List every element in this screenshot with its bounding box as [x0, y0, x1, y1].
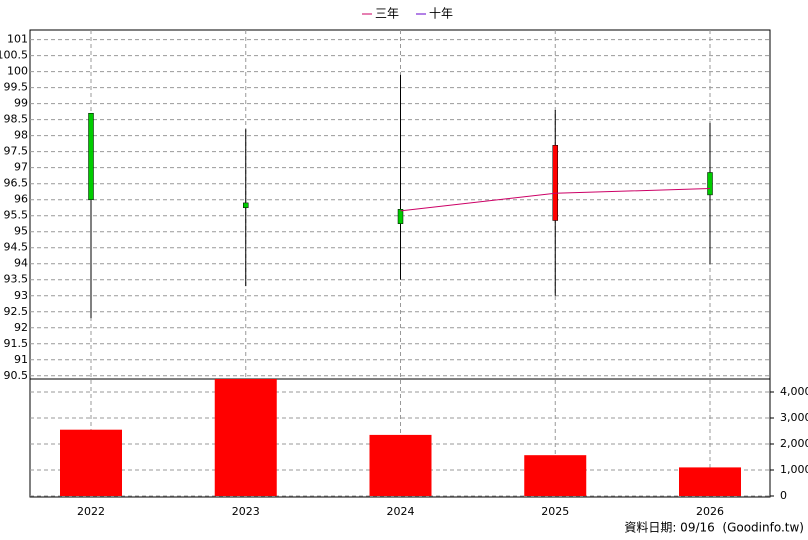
y2-tick-label: 0 — [780, 489, 787, 502]
y-tick-label: 98 — [14, 129, 28, 142]
candle-body — [397, 209, 404, 224]
y-tick-label: 95 — [14, 225, 28, 238]
y-tick-label: 95.5 — [4, 209, 29, 222]
y-tick-label: 96 — [14, 193, 28, 206]
y-tick-label: 100.5 — [0, 49, 28, 62]
y-tick-label: 94 — [14, 257, 28, 270]
y2-tick-label: 3,000 — [780, 411, 808, 424]
y-tick-label: 99 — [14, 97, 28, 110]
volume-bar — [369, 434, 432, 496]
y-tick-label: 92.5 — [4, 305, 29, 318]
y-tick-label: 90.5 — [4, 369, 29, 382]
legend-label: 三年 — [375, 7, 399, 21]
y-tick-label: 97 — [14, 161, 28, 174]
source-note: 資料日期: 09/16 (Goodinfo.tw) — [624, 521, 804, 535]
y-tick-label: 97.5 — [4, 145, 29, 158]
y-tick-label: 94.5 — [4, 241, 29, 254]
y-tick-label: 96.5 — [4, 177, 29, 190]
y-tick-label: 92 — [14, 321, 28, 334]
y-tick-label: 101 — [7, 33, 28, 46]
candle-body — [552, 145, 558, 221]
volume-bar — [60, 429, 122, 496]
y-tick-label: 100 — [7, 65, 28, 78]
x-tick-label: 2024 — [387, 505, 415, 518]
candle-body — [707, 172, 713, 196]
y2-tick-label: 4,000 — [780, 385, 808, 398]
x-tick-label: 2022 — [77, 505, 105, 518]
x-tick-label: 2023 — [232, 505, 260, 518]
candle-body — [243, 202, 249, 208]
volume-bar — [214, 379, 277, 496]
volume-bar — [679, 467, 741, 496]
volume-bar — [524, 455, 587, 496]
y2-tick-label: 1,000 — [780, 463, 808, 476]
y2-tick-label: 2,000 — [780, 437, 808, 450]
x-tick-label: 2025 — [541, 505, 569, 518]
candle-body — [88, 112, 94, 200]
y-tick-label: 93.5 — [4, 273, 29, 286]
x-tick-label: 2026 — [696, 505, 724, 518]
line-series — [400, 187, 711, 212]
legend-label: 十年 — [429, 7, 453, 21]
y-tick-label: 99.5 — [4, 81, 29, 94]
y-tick-label: 91 — [14, 353, 28, 366]
y-tick-label: 93 — [14, 289, 28, 302]
y-tick-label: 91.5 — [4, 337, 29, 350]
y-tick-label: 98.5 — [4, 113, 29, 126]
